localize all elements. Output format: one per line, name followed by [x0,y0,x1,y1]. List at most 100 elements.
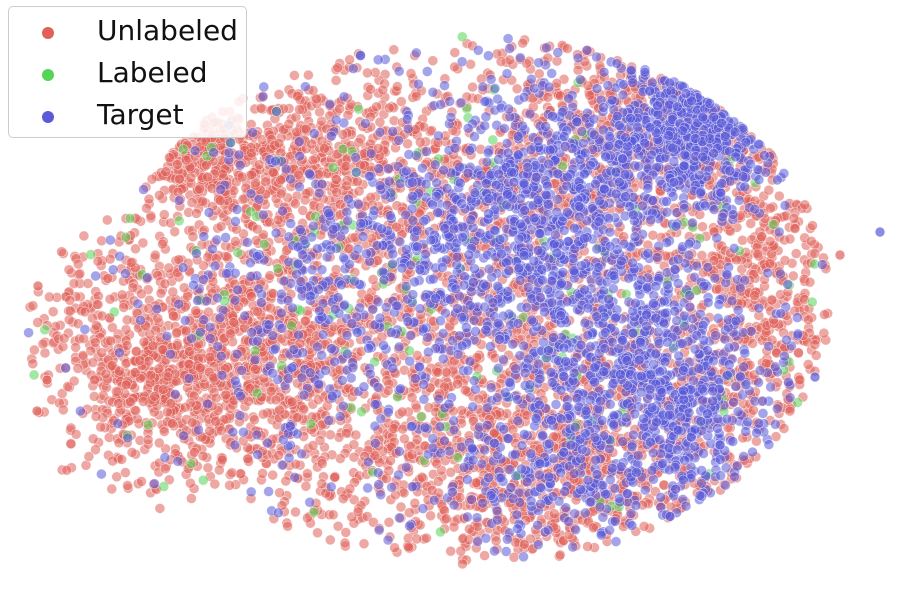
point-unlabeled [365,84,376,95]
point-unlabeled [299,194,311,206]
point-unlabeled [348,451,360,463]
point-unlabeled [169,226,180,237]
point-unlabeled [107,455,118,467]
point-unlabeled [260,176,272,187]
point-unlabeled [65,438,77,450]
point-unlabeled [804,276,816,288]
point-unlabeled [265,302,276,314]
point-unlabeled [495,56,507,67]
point-unlabeled [162,371,174,383]
point-unlabeled [57,404,69,416]
point-unlabeled [145,369,157,381]
point-unlabeled [122,480,133,491]
point-unlabeled [658,479,670,491]
point-unlabeled [120,379,132,391]
point-unlabeled [283,118,295,130]
point-unlabeled [479,550,490,561]
point-unlabeled [168,310,179,322]
point-unlabeled [807,220,818,231]
point-unlabeled [395,96,407,107]
point-unlabeled [246,291,257,302]
point-unlabeled [153,363,165,375]
point-unlabeled [257,468,268,479]
point-unlabeled [184,346,195,357]
point-unlabeled [157,238,168,250]
point-unlabeled [282,520,293,532]
point-unlabeled [411,434,423,446]
point-unlabeled [142,434,154,446]
point-unlabeled [350,429,362,441]
point-unlabeled [554,549,566,561]
point-unlabeled [183,358,194,370]
point-unlabeled [440,513,452,524]
point-unlabeled [344,54,355,66]
point-unlabeled [787,270,799,282]
point-unlabeled [337,129,349,140]
point-unlabeled [150,249,161,261]
point-unlabeled [518,539,530,550]
point-unlabeled [167,418,178,429]
point-unlabeled [341,180,352,192]
point-unlabeled [312,394,324,406]
point-unlabeled [779,255,791,266]
point-unlabeled [411,533,423,545]
point-unlabeled [216,454,228,466]
point-unlabeled [414,136,426,148]
point-unlabeled [425,510,436,522]
point-unlabeled [136,476,147,487]
point-unlabeled [464,523,475,535]
point-unlabeled [352,506,364,518]
point-unlabeled [448,521,460,533]
point-unlabeled [154,437,165,449]
point-unlabeled [340,427,352,439]
point-unlabeled [353,185,365,197]
point-unlabeled [302,468,313,479]
point-unlabeled [319,143,330,154]
point-unlabeled [56,246,67,257]
point-unlabeled [332,62,344,73]
point-unlabeled [449,47,461,58]
point-unlabeled [190,305,201,317]
point-unlabeled [138,396,149,407]
point-unlabeled [431,458,443,470]
point-unlabeled [765,202,776,214]
point-unlabeled [339,537,351,549]
point-unlabeled [773,190,785,202]
point-unlabeled [242,453,253,465]
point-unlabeled [399,433,410,445]
point-unlabeled [228,317,239,328]
point-unlabeled [358,538,370,550]
point-unlabeled [270,394,282,406]
point-unlabeled [225,328,236,340]
point-unlabeled [332,520,344,532]
point-unlabeled [111,386,122,397]
point-unlabeled [306,138,317,150]
point-unlabeled [353,136,365,148]
point-unlabeled [160,463,171,475]
point-unlabeled [452,378,463,390]
point-unlabeled [185,477,196,489]
point-unlabeled [562,43,573,54]
point-unlabeled [427,55,439,67]
point-unlabeled [255,102,267,114]
point-unlabeled [383,102,395,114]
point-unlabeled [763,184,775,196]
point-unlabeled [445,466,457,478]
point-unlabeled [120,467,131,478]
point-unlabeled [382,385,394,397]
point-unlabeled [737,235,748,246]
point-unlabeled [572,64,584,76]
point-unlabeled [154,503,166,514]
point-unlabeled [167,286,179,298]
point-unlabeled [697,221,708,232]
point-unlabeled [80,459,92,471]
point-unlabeled [406,392,418,403]
point-unlabeled [171,340,183,351]
point-unlabeled [388,44,400,56]
point-unlabeled [307,440,319,451]
point-unlabeled [766,294,778,306]
point-unlabeled [352,176,363,187]
point-unlabeled [116,454,127,465]
point-unlabeled [294,104,305,115]
point-unlabeled [395,501,407,513]
